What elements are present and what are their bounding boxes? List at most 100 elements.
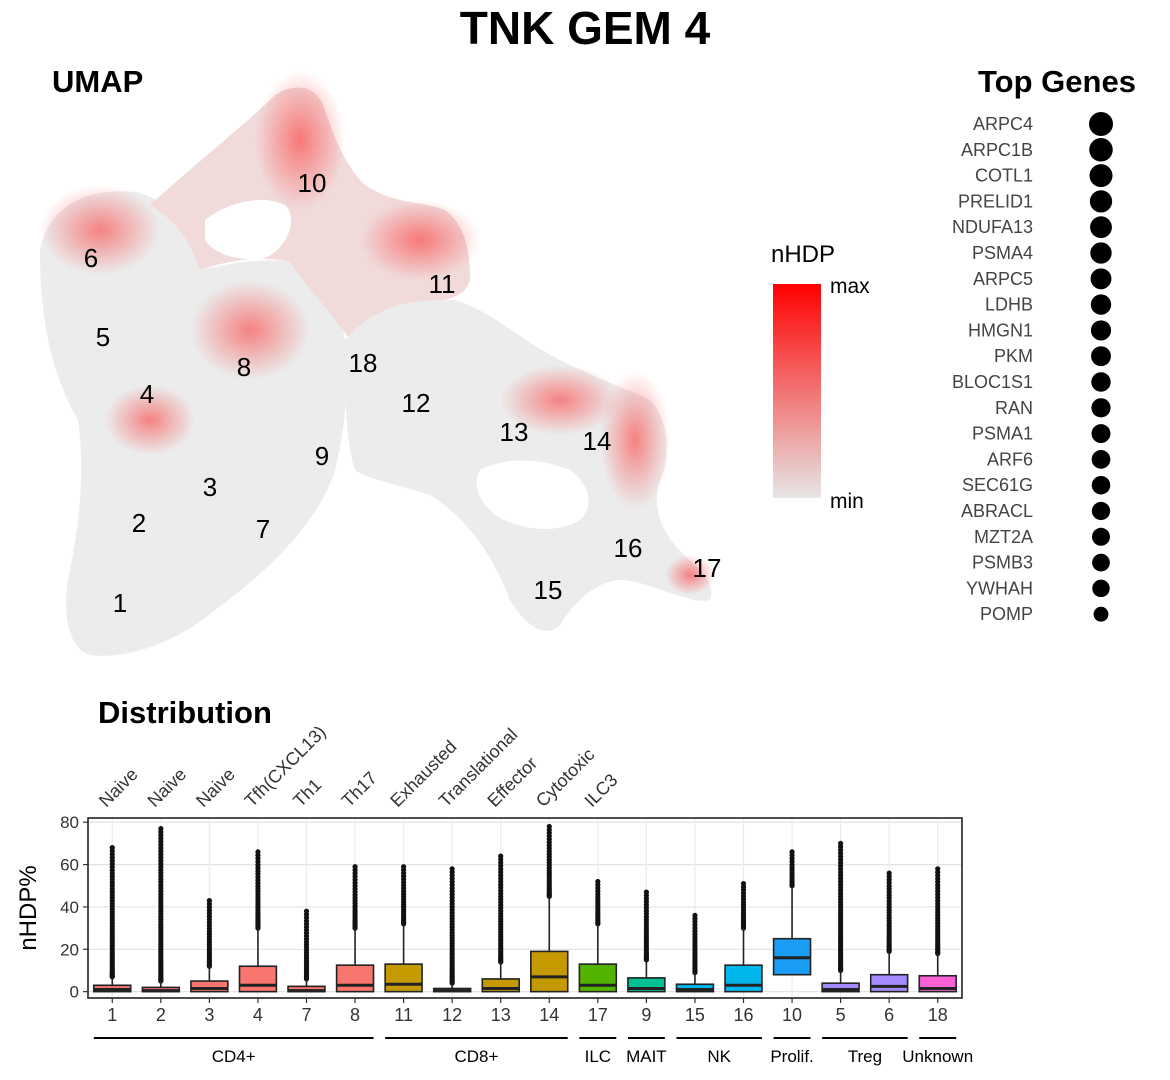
box-11	[384, 864, 423, 993]
group-label: MAIT	[626, 1047, 667, 1066]
cell-type-label: Naive	[144, 764, 191, 811]
gene-dot	[1089, 164, 1113, 188]
box-17	[578, 878, 618, 993]
group-label: CD8+	[454, 1047, 498, 1066]
gene-label: NDUFA13	[952, 217, 1033, 237]
outlier-point	[886, 870, 892, 876]
group-label: Prolif.	[770, 1047, 813, 1066]
outlier-point	[838, 840, 844, 847]
x-tick-label: 6	[884, 1005, 894, 1025]
box-1	[93, 845, 132, 993]
box-2	[141, 825, 181, 993]
gene-label: RAN	[995, 398, 1033, 418]
outlier-point	[935, 866, 941, 872]
cell-type-label: Th1	[289, 775, 325, 811]
group-label: CD4+	[212, 1047, 256, 1066]
umap-cluster-labels: 10 6 11 5 8 18 4 12 13 14 9 3 2 7 16 17 …	[84, 168, 722, 618]
outlier-point	[158, 825, 164, 832]
gene-dot	[1089, 138, 1113, 162]
y-tick-label: 80	[60, 813, 79, 832]
gene-label: SEC61G	[962, 475, 1033, 495]
box-4	[238, 849, 278, 993]
gene-dot	[1092, 527, 1110, 546]
box-body	[238, 965, 278, 993]
color-legend: nHDP max min	[771, 241, 870, 513]
gene-dot	[1090, 268, 1112, 290]
x-tick-label: 11	[394, 1005, 413, 1025]
cluster-label: 16	[614, 533, 643, 563]
x-tick-label: 9	[641, 1005, 651, 1025]
umap-panel: UMAP 10 6 11 5 8 18 4 12 13 14	[40, 64, 721, 656]
outlier-point	[498, 853, 504, 859]
gene-label: PRELID1	[958, 191, 1033, 211]
gene-list: ARPC4 ARPC1B COTL1 PRELID1 NDUFA13 PSMA4 ARPC5…	[952, 112, 1113, 624]
gene-dot	[1090, 242, 1112, 264]
box-5	[821, 840, 860, 993]
outlier-point	[546, 823, 552, 830]
outlier-point	[740, 881, 747, 887]
legend-min-label: min	[830, 490, 864, 513]
umap-hotspot	[500, 365, 620, 435]
gene-dot	[1089, 112, 1113, 136]
outlier-point	[692, 912, 698, 919]
cluster-label: 11	[429, 269, 456, 299]
cluster-label: 17	[693, 553, 722, 583]
x-tick-label: 5	[836, 1005, 846, 1025]
x-tick-label: 8	[350, 1005, 360, 1025]
box-18	[918, 866, 957, 993]
box-body	[335, 964, 375, 993]
gene-dot	[1091, 424, 1111, 444]
gene-label: BLOC1S1	[952, 372, 1033, 392]
gene-dot	[1091, 475, 1111, 495]
top-genes-title: Top Genes	[978, 64, 1136, 99]
top-genes-panel: Top Genes ARPC4 ARPC1B COTL1 PRELID1 NDUFA13…	[952, 64, 1136, 624]
x-tick-label: 12	[442, 1005, 462, 1025]
x-tick-label: 15	[685, 1005, 705, 1025]
cluster-label: 13	[500, 417, 529, 447]
umap-hotspot	[360, 200, 480, 280]
cluster-label: 10	[298, 168, 327, 198]
gene-dot	[1092, 553, 1110, 572]
legend-title: nHDP	[771, 241, 835, 268]
cluster-label: 4	[140, 379, 154, 409]
box-body	[869, 973, 909, 993]
gene-label: PSMA4	[972, 243, 1033, 263]
box-body	[384, 963, 423, 993]
gene-label: ARPC1B	[961, 140, 1033, 160]
gene-label: ARF6	[987, 449, 1033, 469]
outlier-point	[352, 864, 358, 870]
cluster-label: 8	[237, 352, 251, 382]
x-tick-label: 4	[253, 1005, 263, 1025]
gene-dot	[1090, 320, 1112, 341]
gene-label: HMGN1	[968, 320, 1033, 340]
gene-label: POMP	[980, 604, 1033, 624]
cluster-label: 18	[349, 348, 378, 378]
y-tick-label: 20	[60, 940, 79, 959]
box-15	[675, 912, 715, 993]
x-tick-label: 18	[928, 1005, 948, 1025]
cluster-label: 9	[315, 441, 329, 471]
umap-hotspot	[665, 555, 715, 595]
x-tick-label: 7	[301, 1005, 311, 1025]
gene-dot	[1090, 294, 1112, 315]
box-body	[530, 950, 569, 993]
outlier-point	[449, 866, 455, 872]
umap-hotspot	[190, 280, 310, 380]
outlier-point	[255, 849, 261, 855]
box-14	[530, 823, 569, 993]
box-10	[772, 849, 812, 976]
box-13	[481, 853, 520, 993]
outlier-point	[206, 897, 212, 904]
umap-hotspot	[255, 70, 345, 210]
gene-dot	[1091, 372, 1111, 392]
outlier-point	[643, 889, 649, 895]
x-tick-label: 17	[588, 1005, 608, 1025]
umap-hotspot	[105, 385, 195, 455]
gene-dot	[1090, 216, 1112, 239]
cell-type-label: ILC3	[581, 770, 622, 811]
box-7	[287, 908, 326, 993]
x-tick-label: 2	[156, 1005, 166, 1025]
gene-label: ABRACL	[961, 501, 1033, 521]
